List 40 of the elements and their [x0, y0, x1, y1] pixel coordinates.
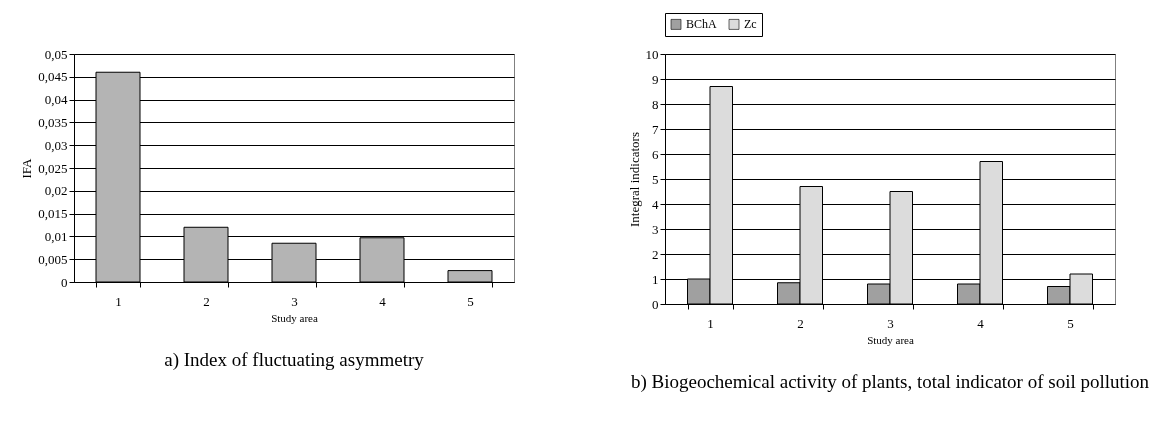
y-tick-label: 3: [652, 221, 659, 237]
y-tick-label: 0,04: [44, 92, 68, 108]
y-tick-label: 10: [645, 46, 659, 62]
y-tick-label: 7: [652, 121, 659, 137]
x-tick-label: 1: [115, 293, 122, 309]
legend-label: BChA: [686, 17, 718, 32]
y-tick-label: 0,005: [38, 251, 68, 267]
text: b) Biogeochemical activity of plants, total indicator of soil pollution: [630, 371, 1150, 393]
y-tick-label: 4: [652, 196, 659, 212]
y-tick-label: 5: [652, 171, 659, 187]
x-tick-label: 5: [467, 293, 474, 309]
y-tick-label: 0,03: [44, 137, 68, 153]
x-tick-label: 3: [887, 315, 894, 331]
x-tick-label: 3: [291, 293, 298, 309]
y-axis-title: IFA: [19, 157, 35, 179]
y-axis-title: Integral indicators: [626, 132, 642, 227]
y-tick-label: 0: [61, 274, 68, 290]
x-tick-label: 5: [1067, 315, 1074, 331]
x-axis-title: Study area: [867, 333, 914, 346]
y-tick-label: 0,01: [44, 228, 68, 244]
y-tick-label: 0,035: [38, 114, 68, 130]
y-tick-label: 1: [652, 271, 659, 287]
x-tick-label: 4: [379, 293, 387, 309]
x-tick-label: 2: [203, 293, 210, 309]
y-tick-label: 0,025: [38, 160, 68, 176]
y-tick-label: 0,05: [44, 46, 68, 62]
text: a) Index of fluctuating asymmetry: [164, 349, 425, 371]
y-tick-label: 8: [652, 96, 659, 112]
y-tick-label: 9: [652, 71, 659, 87]
y-tick-label: 6: [652, 146, 659, 162]
y-tick-label: 2: [652, 246, 659, 262]
x-tick-label: 1: [707, 315, 714, 331]
y-tick-label: 0,015: [38, 206, 68, 222]
x-tick-label: 2: [797, 315, 804, 331]
y-tick-label: 0,02: [44, 183, 68, 199]
y-tick-label: 0,045: [38, 69, 68, 85]
x-tick-label: 4: [977, 315, 985, 331]
legend-label: Zc: [744, 17, 757, 32]
y-tick-label: 0: [652, 296, 659, 312]
x-axis-title: Study area: [271, 311, 318, 324]
